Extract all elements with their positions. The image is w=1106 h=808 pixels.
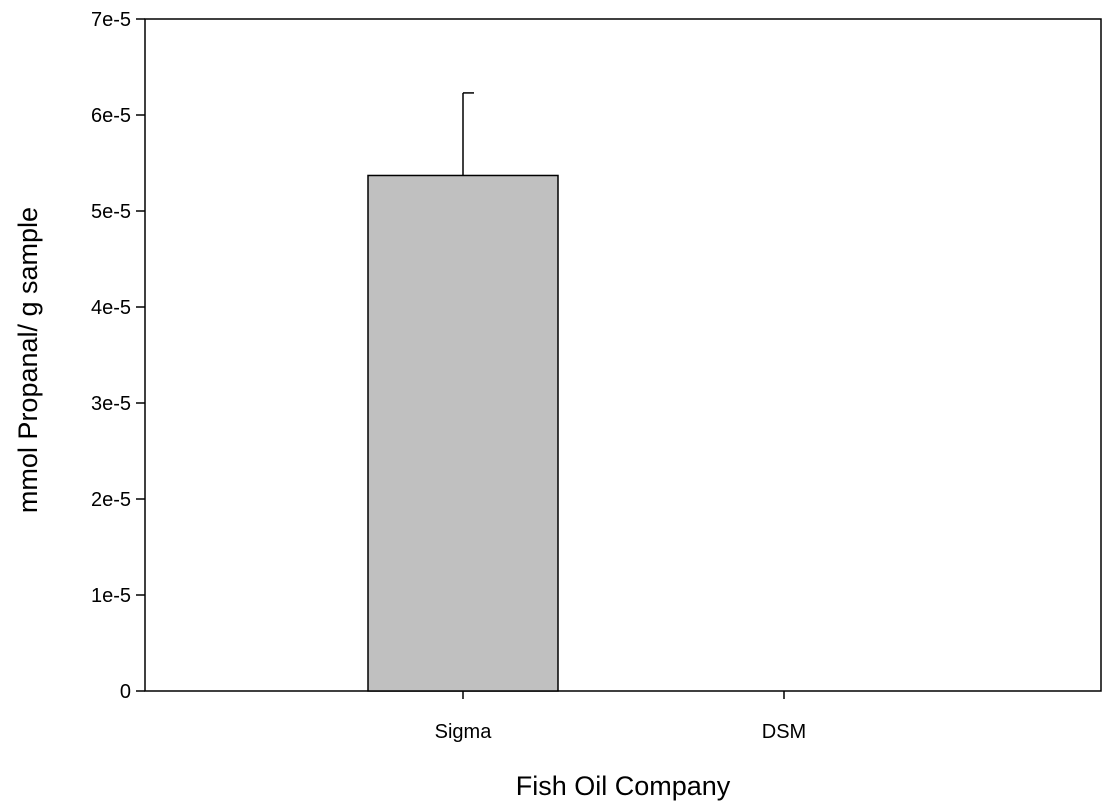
y-tick-label: 1e-5	[91, 585, 131, 607]
y-tick-label: 6e-5	[91, 105, 131, 127]
y-tick-label: 0	[120, 681, 131, 703]
x-axis-title: Fish Oil Company	[516, 771, 731, 801]
x-tick-label: Sigma	[435, 721, 493, 743]
bar-sigma	[367, 174, 559, 692]
y-tick-label: 3e-5	[91, 393, 131, 415]
x-tick-label: DSM	[762, 721, 806, 743]
plot-frame	[144, 18, 1102, 692]
y-axis-ticks: 0 1e-5 2e-5 3e-5 4e-5 5e-5 6e-5 7e-5	[91, 9, 145, 703]
bars-group	[367, 174, 559, 692]
x-axis-ticks: Sigma DSM	[435, 691, 806, 743]
error-bars-group	[462, 92, 474, 176]
y-tick-label: 2e-5	[91, 489, 131, 511]
y-tick-label: 5e-5	[91, 201, 131, 223]
y-tick-label: 4e-5	[91, 297, 131, 319]
y-axis-title: mmol Propanal/ g sample	[13, 207, 43, 513]
y-tick-label: 7e-5	[91, 9, 131, 31]
